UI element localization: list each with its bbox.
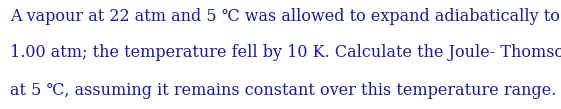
Text: at 5 ℃, assuming it remains constant over this temperature range.: at 5 ℃, assuming it remains constant ove… <box>10 82 557 99</box>
Text: 1.00 atm; the temperature fell by 10 K. Calculate the Joule- Thomson coefficient: 1.00 atm; the temperature fell by 10 K. … <box>10 44 561 61</box>
Text: A vapour at 22 atm and 5 ℃ was allowed to expand adiabatically to a final pressu: A vapour at 22 atm and 5 ℃ was allowed t… <box>10 8 561 25</box>
